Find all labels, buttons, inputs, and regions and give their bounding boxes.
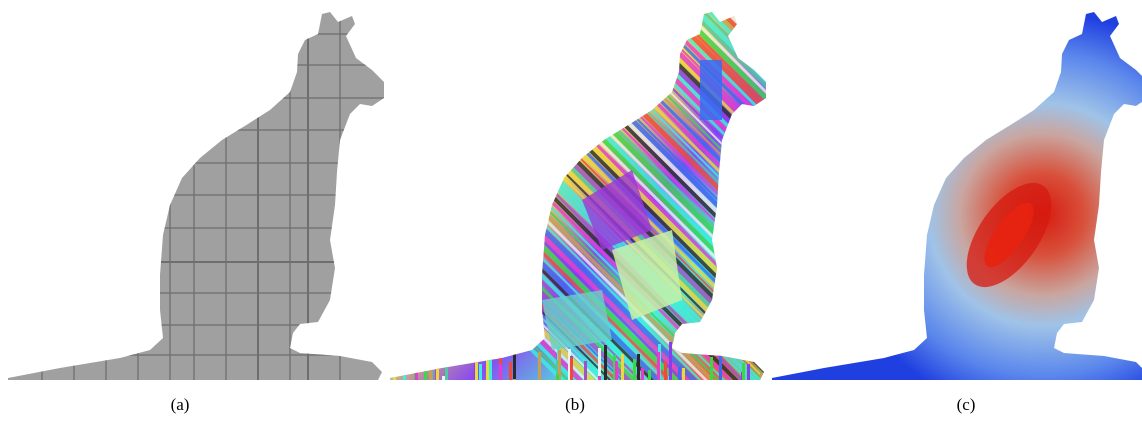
tail-stripe	[598, 376, 601, 380]
color-stripe	[618, 12, 766, 380]
tail-stripe	[445, 340, 448, 380]
tail-stripe	[664, 361, 667, 380]
tail-stripe	[556, 360, 559, 380]
tail-stripe	[393, 361, 396, 380]
tail-stripe	[648, 370, 651, 380]
tail-stripe	[415, 352, 418, 380]
caption-c: (c)	[956, 395, 976, 414]
tail-stripe	[719, 353, 722, 380]
tail-stripe	[390, 371, 391, 380]
tail-stripe	[760, 373, 763, 380]
color-stripe	[624, 12, 766, 380]
color-stripe	[660, 12, 766, 380]
color-stripe	[631, 12, 766, 380]
tail-stripe	[558, 350, 561, 380]
kangaroo-grid-image	[8, 12, 384, 380]
tail-stripe	[538, 352, 541, 380]
tail-stripe	[621, 354, 624, 380]
tail-stripe	[568, 349, 571, 380]
tail-stripe	[742, 363, 745, 380]
tail-stripe	[682, 368, 685, 380]
tail-stripe	[429, 355, 432, 380]
tail-stripe	[436, 345, 439, 380]
caption-b: (b)	[565, 395, 585, 414]
tail-stripe	[486, 354, 489, 380]
tail-stripe	[424, 353, 427, 380]
tail-stripe	[556, 374, 559, 380]
tail-stripe	[747, 364, 750, 380]
tail-stripe	[598, 348, 601, 380]
tail-stripe	[615, 361, 618, 380]
kangaroo-colored-regions-image	[382, 12, 766, 390]
tail-stripe	[570, 357, 573, 380]
panel-a	[0, 0, 390, 390]
tail-stripe	[475, 344, 478, 380]
kangaroo-heatmap-image	[772, 12, 1142, 380]
caption-a: (a)	[170, 395, 190, 414]
panel-c	[764, 0, 1142, 390]
tail-stripe	[637, 354, 640, 380]
tail-stripe	[513, 349, 516, 380]
tail-stripe	[489, 340, 492, 380]
tail-stripe	[657, 352, 660, 380]
tail-stripe	[584, 361, 587, 380]
tail-stripe	[382, 359, 385, 390]
tail-stripe	[383, 364, 386, 390]
tail-stripe	[604, 345, 607, 380]
tail-stripe	[633, 359, 636, 380]
tail-stripe	[499, 364, 502, 380]
tail-stripe	[710, 357, 713, 380]
tail-stripe	[414, 348, 417, 380]
color-stripe	[678, 12, 766, 380]
tail-stripe	[513, 379, 516, 380]
tail-stripe	[479, 364, 482, 380]
tail-stripe	[403, 350, 406, 380]
tail-stripe	[669, 342, 672, 380]
tail-stripe	[442, 376, 445, 380]
panel-b	[382, 0, 772, 390]
color-stripe	[390, 12, 574, 380]
tail-stripe	[678, 367, 681, 380]
tail-stripe	[613, 355, 616, 380]
color-stripe	[672, 12, 766, 380]
tail-stripe	[415, 354, 418, 380]
tail-stripe	[641, 368, 644, 380]
tail-stripe	[509, 362, 512, 380]
color-stripe	[666, 12, 766, 380]
